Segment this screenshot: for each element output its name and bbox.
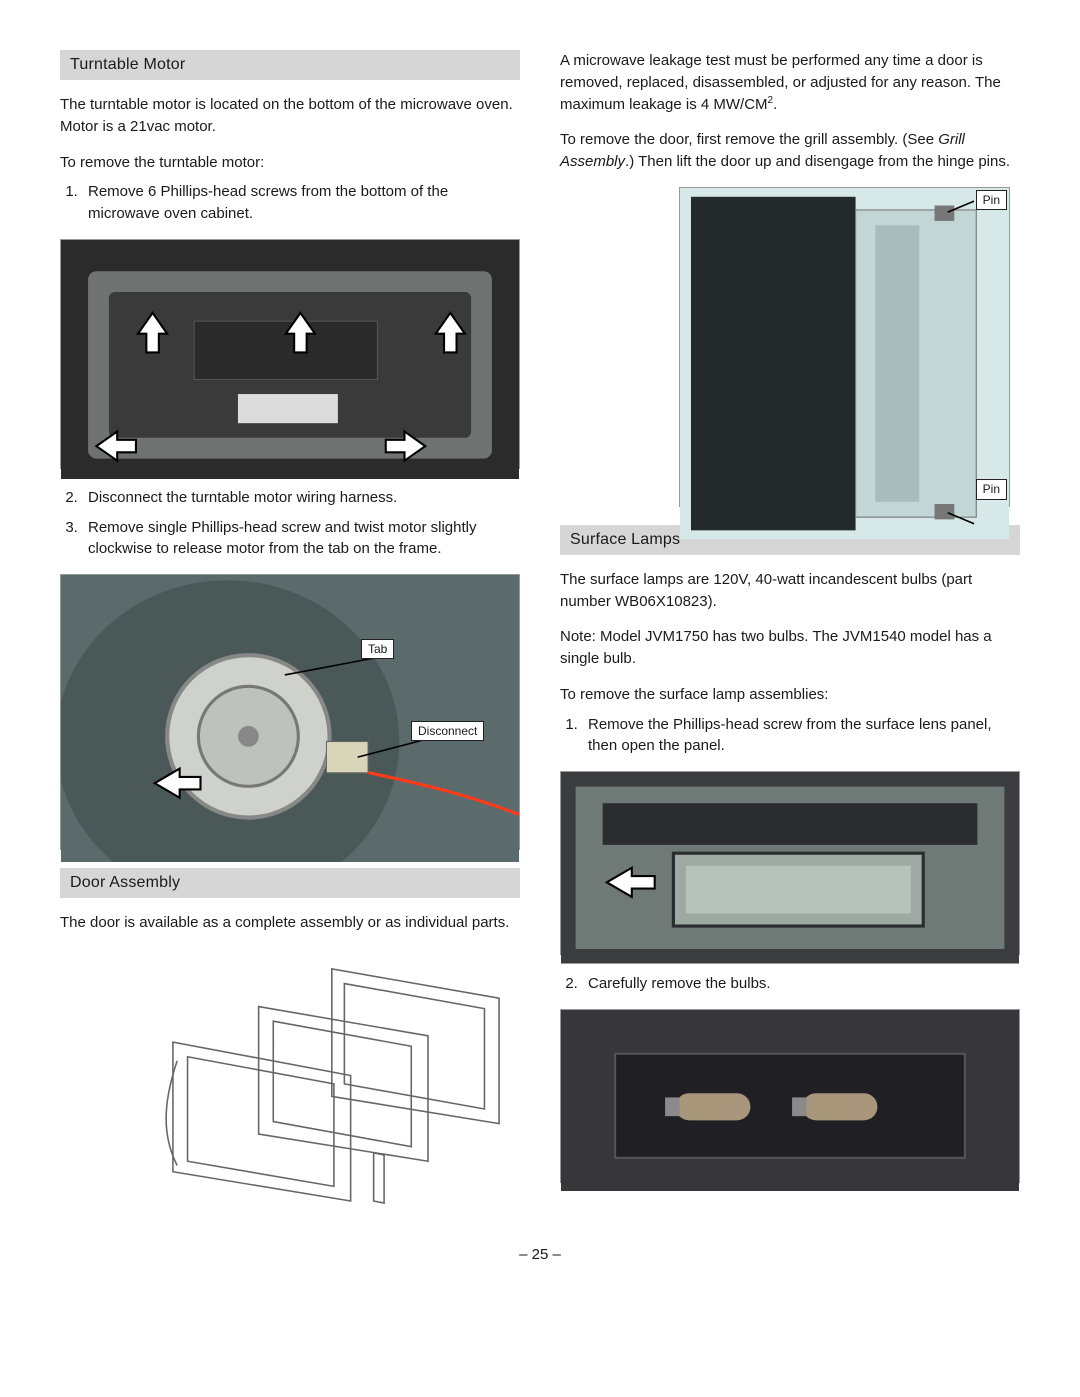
remove-door-a: To remove the door, first remove the gri… — [560, 131, 938, 148]
heading-door-assembly: Door Assembly — [60, 868, 520, 898]
figure-lamp-panel — [560, 771, 1020, 955]
surface-note-body: Model JVM1750 has two bulbs. The JVM1540… — [560, 628, 992, 667]
surface-step-1: Remove the Phillips-head screw from the … — [582, 714, 1020, 758]
figure-turntable-screws — [60, 239, 520, 469]
turntable-subhead: To remove the turntable motor: — [60, 152, 520, 174]
page-number: – 25 – — [0, 1246, 1080, 1263]
door-intro: The door is available as a complete asse… — [60, 912, 520, 934]
figure-turntable-motor: Tab Disconnect — [60, 574, 520, 850]
heading-turntable-motor: Turntable Motor — [60, 50, 520, 80]
leakage-text: A microwave leakage test must be perform… — [560, 50, 1020, 115]
callout-pin-bottom: Pin — [976, 479, 1007, 499]
surface-note-label: Note: — [560, 628, 596, 645]
figure-door-exploded — [60, 948, 520, 1204]
remove-door-text: To remove the door, first remove the gri… — [560, 129, 1020, 173]
figure-bulbs — [560, 1009, 1020, 1183]
callout-disconnect: Disconnect — [411, 721, 484, 741]
callout-tab: Tab — [361, 639, 394, 659]
surface-step-2: Carefully remove the bulbs. — [582, 973, 1020, 995]
turntable-step-2: Disconnect the turntable motor wiring ha… — [82, 487, 520, 509]
callout-pin-top: Pin — [976, 190, 1007, 210]
surface-subhead: To remove the surface lamp assemblies: — [560, 684, 1020, 706]
turntable-step-3: Remove single Phillips-head screw and tw… — [82, 517, 520, 561]
remove-door-b: .) Then lift the door up and disengage f… — [625, 153, 1010, 170]
surface-intro: The surface lamps are 120V, 40-watt inca… — [560, 569, 1020, 613]
turntable-step-1: Remove 6 Phillips-head screws from the b… — [82, 181, 520, 225]
turntable-intro: The turntable motor is located on the bo… — [60, 94, 520, 138]
leakage-text-a: A microwave leakage test must be perform… — [560, 52, 1001, 113]
leakage-text-b: . — [773, 96, 777, 113]
surface-note: Note: Model JVM1750 has two bulbs. The J… — [560, 626, 1020, 670]
figure-hinge-pins: Pin Pin — [679, 187, 1010, 507]
